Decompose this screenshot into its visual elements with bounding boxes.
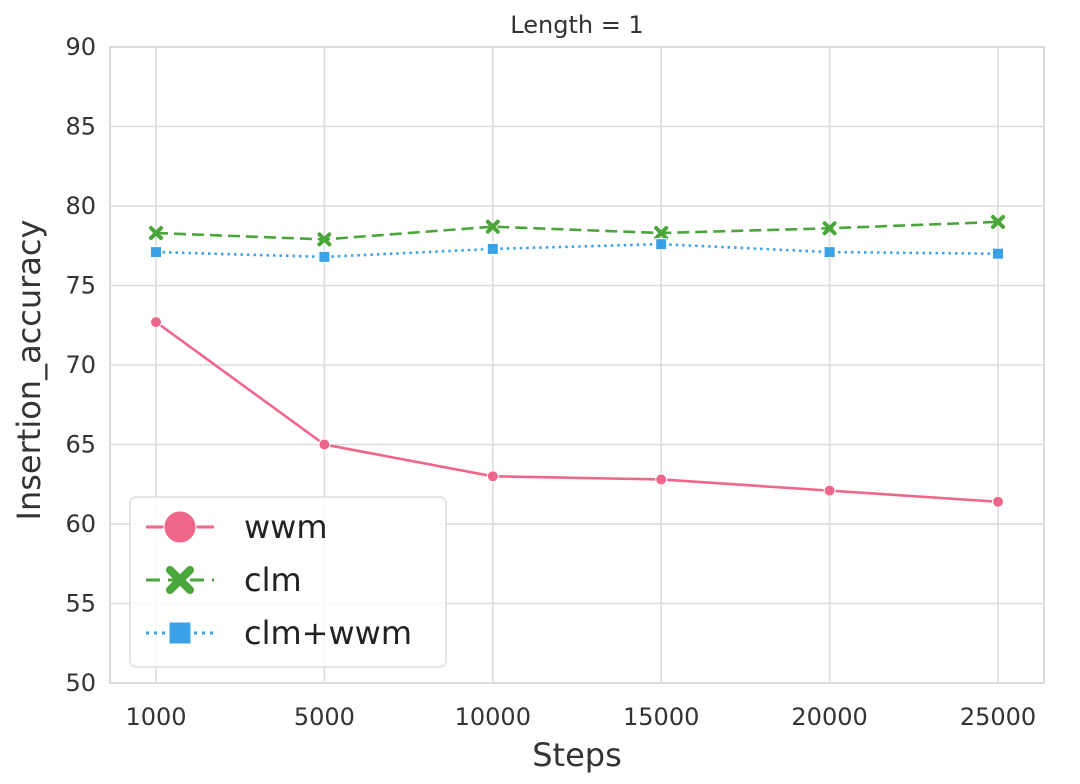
legend-label: clm bbox=[244, 561, 302, 599]
y-tick-label: 70 bbox=[65, 351, 96, 379]
y-tick-labels: 50 55 60 65 70 75 80 85 90 bbox=[65, 33, 96, 697]
legend-label: wwm bbox=[244, 508, 328, 546]
y-tick-label: 85 bbox=[65, 113, 96, 141]
y-axis-label: Insertion_accuracy bbox=[10, 220, 48, 521]
x-tick-label: 25000 bbox=[960, 703, 1036, 731]
y-tick-label: 80 bbox=[65, 192, 96, 220]
y-tick-label: 50 bbox=[65, 669, 96, 697]
legend-marker bbox=[166, 566, 194, 594]
data-point bbox=[318, 250, 331, 263]
data-point bbox=[823, 484, 836, 497]
data-point bbox=[654, 226, 669, 241]
data-point bbox=[485, 219, 500, 234]
x-tick-label: 10000 bbox=[455, 703, 531, 731]
data-point bbox=[992, 247, 1004, 260]
legend: wwm clm clm+wwm bbox=[129, 496, 447, 668]
series-layer bbox=[149, 214, 1005, 508]
series-line bbox=[155, 321, 999, 504]
data-point bbox=[486, 470, 499, 483]
y-tick-label: 90 bbox=[65, 33, 96, 61]
x-axis-label: Steps bbox=[532, 736, 622, 774]
y-tick-label: 60 bbox=[65, 510, 96, 538]
series-clm bbox=[149, 214, 1005, 247]
x-tick-labels: 1000 5000 10000 15000 20000 25000 bbox=[125, 703, 1036, 731]
data-point bbox=[823, 246, 836, 259]
data-point bbox=[150, 316, 162, 329]
series-line bbox=[155, 220, 999, 241]
data-point bbox=[150, 246, 162, 259]
data-point bbox=[991, 214, 1005, 229]
x-tick-label: 1000 bbox=[125, 703, 186, 731]
data-point bbox=[655, 238, 668, 251]
legend-box bbox=[129, 496, 447, 668]
x-tick-label: 5000 bbox=[294, 703, 355, 731]
legend-label: clm+wwm bbox=[244, 614, 412, 652]
legend-marker bbox=[168, 621, 192, 645]
x-tick-label: 20000 bbox=[791, 703, 867, 731]
series-clm+wwm bbox=[150, 238, 1004, 263]
data-point bbox=[317, 232, 332, 247]
data-point bbox=[655, 473, 668, 486]
data-point bbox=[992, 495, 1004, 508]
data-point bbox=[149, 226, 163, 241]
data-point bbox=[486, 242, 499, 255]
y-tick-label: 75 bbox=[65, 272, 96, 300]
series-wwm bbox=[150, 316, 1004, 508]
series-line bbox=[155, 242, 999, 259]
y-tick-label: 65 bbox=[65, 431, 96, 459]
chart-title: Length = 1 bbox=[510, 11, 643, 39]
y-tick-label: 55 bbox=[65, 590, 96, 618]
x-tick-label: 15000 bbox=[623, 703, 699, 731]
data-point bbox=[822, 221, 837, 236]
data-point bbox=[318, 438, 331, 451]
legend-marker bbox=[163, 510, 197, 544]
